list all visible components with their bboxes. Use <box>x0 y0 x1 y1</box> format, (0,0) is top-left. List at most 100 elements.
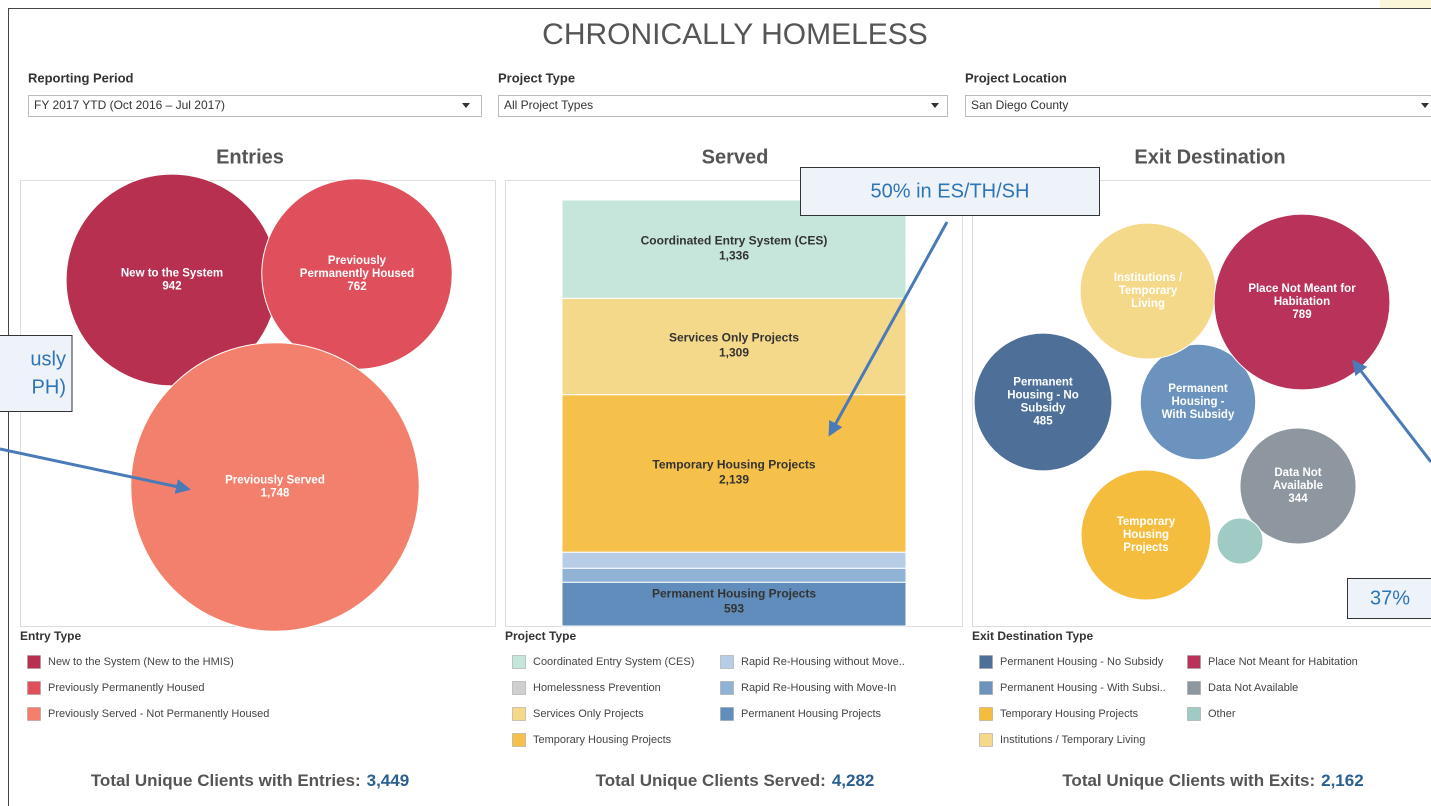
dropdown-value: All Project Types <box>504 98 593 112</box>
legend-swatch <box>1187 681 1201 695</box>
bubble-value: 1,748 <box>261 488 290 500</box>
callout-box <box>1347 578 1431 619</box>
legend-label: Rapid Re-Housing with Move-In <box>741 682 896 694</box>
bubble-label-line: Habitation <box>1274 296 1330 308</box>
dashboard-title: CHRONICALLY HOMELESS <box>542 18 928 51</box>
bubble-label-line: Available <box>1273 480 1323 492</box>
bubble <box>1080 469 1212 601</box>
legend-label: Place Not Meant for Habitation <box>1208 656 1358 668</box>
bubble <box>1213 213 1391 391</box>
total-value: 4,282 <box>832 771 875 790</box>
bubble-label-line: Temporary <box>1119 285 1178 297</box>
bar-segment <box>561 199 907 299</box>
legend-title: Project Type <box>505 629 576 643</box>
legend-label: Other <box>1208 708 1236 720</box>
bubble-label-line: Permanent <box>1168 383 1228 395</box>
filter-label: Project Type <box>498 70 575 85</box>
bubble <box>1239 427 1357 545</box>
legend-label: Temporary Housing Projects <box>533 734 672 746</box>
legend-swatch <box>720 707 734 721</box>
legend-label: Previously Permanently Housed <box>48 682 205 694</box>
bubble-label-line: Data Not <box>1274 467 1321 479</box>
bar-segment <box>561 567 907 583</box>
bubble <box>130 342 420 632</box>
bubble-label-line: Institutions / <box>1114 272 1183 284</box>
segment-label: Permanent Housing Projects <box>652 587 816 601</box>
segment-label: Services Only Projects <box>669 331 799 345</box>
legend-swatch <box>979 655 993 669</box>
bubble-label: Temporary Housing Projects <box>1117 516 1176 554</box>
callout-text: 50% in ES/TH/SH <box>871 180 1030 202</box>
bubble-label-line: Housing - No <box>1007 390 1079 402</box>
callout-text: usly <box>30 348 66 370</box>
dropdown-value: FY 2017 YTD (Oct 2016 – Jul 2017) <box>34 98 225 112</box>
legend-swatch <box>979 707 993 721</box>
segment-label: Temporary Housing Projects <box>652 458 815 472</box>
dropdown[interactable] <box>498 95 948 117</box>
legend-label: Coordinated Entry System (CES) <box>533 656 694 668</box>
legend-label: Data Not Available <box>1208 682 1298 694</box>
total: Total Unique Clients with Exits: 2,162 <box>1062 771 1363 790</box>
callout-text: 37% <box>1370 587 1410 609</box>
bubble-label-line: New to the System <box>121 268 223 280</box>
outside-strip <box>1380 0 1431 8</box>
legend-swatch <box>27 681 41 695</box>
dropdown-arrow <box>931 103 939 108</box>
legend-label: New to the System (New to the HMIS) <box>48 656 234 668</box>
dropdown-value: San Diego County <box>971 98 1068 112</box>
bubble-value: 762 <box>347 281 366 293</box>
dropdown[interactable] <box>965 95 1431 117</box>
total: Total Unique Clients with Entries: 3,449 <box>91 771 409 790</box>
total-label: Total Unique Clients Served: <box>596 771 826 790</box>
bubble-label-line: Permanent <box>1013 377 1073 389</box>
bubble-value: 789 <box>1292 309 1311 321</box>
legend-label: Permanent Housing Projects <box>741 708 882 720</box>
bar-segment <box>561 394 907 553</box>
bubble-label-line: Living <box>1131 298 1165 310</box>
legend-label: Permanent Housing - With Subsi.. <box>1000 682 1166 694</box>
bubble-label-line: Place Not Meant for <box>1248 283 1356 295</box>
legend-swatch <box>720 681 734 695</box>
legend-label: Previously Served - Not Permanently Hous… <box>48 708 269 720</box>
legend-label: Temporary Housing Projects <box>1000 708 1139 720</box>
bubble-label: Previously Served <box>225 475 325 487</box>
bubble-value: 344 <box>1288 493 1308 505</box>
bubble-label-line: Projects <box>1123 542 1168 554</box>
total-value: 2,162 <box>1321 771 1364 790</box>
bar-segment <box>561 551 907 569</box>
bubble-label-line: Temporary <box>1117 516 1176 528</box>
segment-value: 2,139 <box>719 473 749 487</box>
legend-swatch <box>1187 707 1201 721</box>
bubble <box>1139 343 1257 461</box>
callout-arrow <box>828 221 949 437</box>
bubble-label: Previously Permanently Housed <box>300 255 414 280</box>
legend-label: Rapid Re-Housing without Move.. <box>741 656 905 668</box>
legend-label: Services Only Projects <box>533 708 644 720</box>
chart-title: Exit Destination <box>1134 146 1285 168</box>
legend-swatch <box>512 655 526 669</box>
chart-title: Entries <box>216 146 284 168</box>
bubble-label: Permanent Housing -With Subsidy <box>1162 383 1235 421</box>
bubble-label-line: Housing - <box>1171 396 1224 408</box>
bubble-label-line: With Subsidy <box>1162 409 1235 421</box>
bubble <box>973 332 1113 472</box>
total-value: 3,449 <box>367 771 410 790</box>
segment-value: 1,336 <box>719 248 749 262</box>
dropdown[interactable] <box>28 95 482 117</box>
dropdown-arrow <box>1421 103 1429 108</box>
callout-box <box>0 335 73 412</box>
segment-value: 1,309 <box>719 346 749 360</box>
bubble-label: Institutions / Temporary Living <box>1114 272 1183 310</box>
legend-swatch <box>512 733 526 747</box>
callout-arrow <box>0 447 191 494</box>
legend-label: Permanent Housing - No Subsidy <box>1000 656 1164 668</box>
legend-swatch <box>979 681 993 695</box>
segment-value: 593 <box>724 602 744 616</box>
bubble-value: 942 <box>162 281 181 293</box>
bubble-label-line: Previously <box>328 255 387 267</box>
bubble-label: New to the System <box>121 268 223 280</box>
legend-swatch <box>979 733 993 747</box>
bar-segment <box>561 581 907 627</box>
bubble-label-line: Housing <box>1123 529 1169 541</box>
